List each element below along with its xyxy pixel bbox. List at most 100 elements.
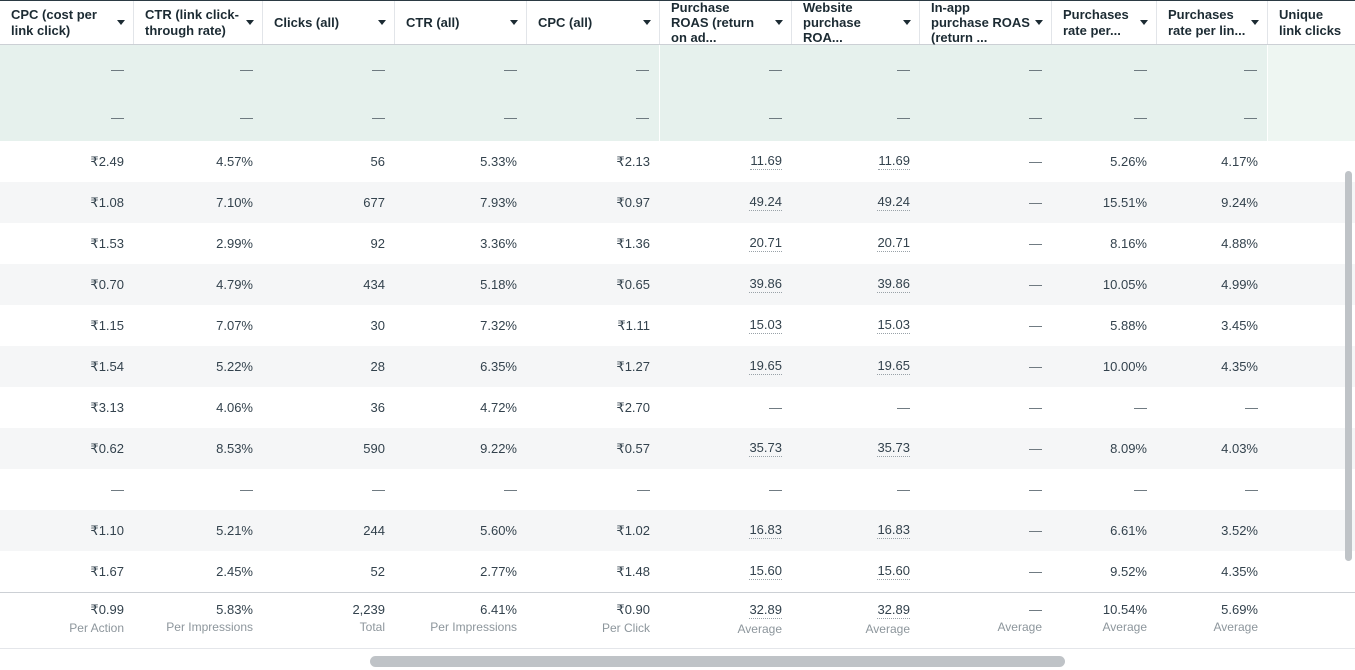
metric-value: ₹1.10 bbox=[90, 522, 124, 538]
table-cell: ₹0.62 bbox=[0, 428, 134, 469]
roas-value-tooltip-trigger[interactable]: 16.83 bbox=[749, 522, 782, 539]
header-cell-unique-link-clicks[interactable]: Unique link clicks bbox=[1268, 1, 1355, 44]
table-cell: 3.52% bbox=[1157, 510, 1268, 551]
table-row[interactable]: ₹1.53 2.99% 92 3.36% ₹1.36 20.71 20.71 — 8.16% 4.… bbox=[0, 223, 1355, 264]
empty-value-dash: — bbox=[1029, 564, 1042, 579]
table-cell: 2.45% bbox=[134, 551, 263, 592]
roas-value-tooltip-trigger[interactable]: 15.03 bbox=[877, 317, 910, 334]
table-cell: — bbox=[660, 45, 792, 93]
table-row[interactable]: ₹1.10 5.21% 244 5.60% ₹1.02 16.83 16.83 — 6.61% 3… bbox=[0, 510, 1355, 551]
table-row[interactable]: ₹1.67 2.45% 52 2.77% ₹1.48 15.60 15.60 — 9.52% 4.… bbox=[0, 551, 1355, 592]
header-cell-purchase-roas-return-on-ad[interactable]: Purchase ROAS (return on ad... bbox=[660, 1, 792, 45]
empty-value-dash: — bbox=[1029, 318, 1042, 333]
table-row[interactable]: ₹0.70 4.79% 434 5.18% ₹0.65 39.86 39.86 — 10.05%… bbox=[0, 264, 1355, 305]
table-cell: — bbox=[660, 93, 792, 141]
metric-value: ₹1.54 bbox=[90, 358, 124, 374]
empty-value-dash: — bbox=[372, 109, 385, 125]
header-cell-website-purchase-roa[interactable]: Website purchase ROA... bbox=[792, 1, 920, 45]
header-cell-cpc-all[interactable]: CPC (all) bbox=[527, 1, 660, 44]
roas-value-tooltip-trigger[interactable]: 49.24 bbox=[877, 194, 910, 211]
roas-total-tooltip-trigger[interactable]: 32.89 bbox=[749, 602, 782, 619]
roas-value-tooltip-trigger[interactable]: 19.65 bbox=[749, 358, 782, 375]
table-cell: 2.77% bbox=[395, 551, 527, 592]
roas-value-tooltip-trigger[interactable]: 19.65 bbox=[877, 358, 910, 375]
table-cell: 7.32% bbox=[395, 305, 527, 346]
table-cell: — bbox=[920, 469, 1052, 510]
roas-value-tooltip-trigger[interactable]: 39.86 bbox=[877, 276, 910, 293]
table-cell: 35.73 bbox=[792, 428, 920, 469]
header-cell-cpc-cost-per-link-click[interactable]: CPC (cost per link click) bbox=[0, 1, 134, 44]
footer-aggregation-label: Average bbox=[737, 622, 782, 636]
header-label: In-app purchase ROAS (return ... bbox=[931, 0, 1030, 46]
table-cell: — bbox=[395, 469, 527, 510]
table-cell: ₹0.97 bbox=[527, 182, 660, 223]
table-row[interactable]: — — — — — — — — — — bbox=[0, 469, 1355, 510]
table-cell: ₹0.65 bbox=[527, 264, 660, 305]
sort-caret-icon bbox=[643, 20, 651, 25]
metric-value: 2.99% bbox=[216, 236, 253, 251]
empty-value-dash: — bbox=[1029, 236, 1042, 251]
table-cell: 7.10% bbox=[134, 182, 263, 223]
horizontal-scrollbar[interactable] bbox=[370, 656, 1065, 667]
empty-value-dash: — bbox=[1029, 61, 1042, 77]
roas-value-tooltip-trigger[interactable]: 15.60 bbox=[749, 563, 782, 580]
header-cell-in-app-purchase-roas-return[interactable]: In-app purchase ROAS (return ... bbox=[920, 0, 1052, 46]
roas-value-tooltip-trigger[interactable]: 15.03 bbox=[749, 317, 782, 334]
table-cell: 4.79% bbox=[134, 264, 263, 305]
table-row[interactable]: ₹2.49 4.57% 56 5.33% ₹2.13 11.69 11.69 — 5.26% 4.… bbox=[0, 141, 1355, 182]
roas-total-tooltip-trigger[interactable]: 32.89 bbox=[877, 602, 910, 619]
empty-value-dash: — bbox=[897, 61, 910, 77]
metric-value: 2.77% bbox=[480, 564, 517, 579]
header-cell-purchases-rate-per-lin[interactable]: Purchases rate per lin... bbox=[1157, 1, 1268, 44]
footer-cell: 2,239 Total bbox=[263, 593, 395, 648]
roas-value-tooltip-trigger[interactable]: 35.73 bbox=[749, 440, 782, 457]
table-row-pending[interactable]: — — — — — — — — — — bbox=[0, 93, 1355, 141]
header-cell-purchases-rate-per[interactable]: Purchases rate per... bbox=[1052, 1, 1157, 44]
metric-value: 434 bbox=[363, 277, 385, 292]
table-cell bbox=[1268, 428, 1355, 469]
footer-aggregation-label: Average bbox=[1213, 620, 1258, 634]
table-cell: — bbox=[0, 45, 134, 93]
table-row[interactable]: ₹1.15 7.07% 30 7.32% ₹1.11 15.03 15.03 — 5.88% 3.… bbox=[0, 305, 1355, 346]
roas-value-tooltip-trigger[interactable]: 20.71 bbox=[877, 235, 910, 252]
metric-value: 4.72% bbox=[480, 400, 517, 415]
roas-value-tooltip-trigger[interactable]: 11.69 bbox=[750, 153, 782, 170]
table-row[interactable]: ₹3.13 4.06% 36 4.72% ₹2.70 — — — — — bbox=[0, 387, 1355, 428]
table-cell: 4.35% bbox=[1157, 551, 1268, 592]
vertical-scrollbar[interactable] bbox=[1345, 171, 1352, 561]
footer-cell bbox=[1268, 593, 1355, 648]
metric-value: 7.32% bbox=[480, 318, 517, 333]
metric-value: 8.16% bbox=[1110, 236, 1147, 251]
table-cell: — bbox=[920, 510, 1052, 551]
table-cell: — bbox=[792, 93, 920, 141]
roas-value-tooltip-trigger[interactable]: 15.60 bbox=[877, 563, 910, 580]
empty-value-dash: — bbox=[111, 61, 124, 77]
roas-value-tooltip-trigger[interactable]: 11.69 bbox=[878, 153, 910, 170]
table-cell: 5.18% bbox=[395, 264, 527, 305]
table-row[interactable]: ₹0.62 8.53% 590 9.22% ₹0.57 35.73 35.73 — 8.09% 4… bbox=[0, 428, 1355, 469]
table-cell: — bbox=[920, 141, 1052, 182]
metric-value: ₹2.70 bbox=[616, 399, 650, 415]
header-cell-clicks-all[interactable]: Clicks (all) bbox=[263, 1, 395, 44]
header-cell-ctr-all[interactable]: CTR (all) bbox=[395, 1, 527, 44]
footer-total-value: 6.41% bbox=[480, 602, 517, 617]
roas-value-tooltip-trigger[interactable]: 20.71 bbox=[749, 235, 782, 252]
table-row[interactable]: ₹1.54 5.22% 28 6.35% ₹1.27 19.65 19.65 — 10.00% 4… bbox=[0, 346, 1355, 387]
table-cell: ₹1.10 bbox=[0, 510, 134, 551]
header-cell-ctr-link-click-through-rate[interactable]: CTR (link click-through rate) bbox=[134, 1, 263, 44]
roas-value-tooltip-trigger[interactable]: 39.86 bbox=[749, 276, 782, 293]
table-row-pending[interactable]: — — — — — — — — — — bbox=[0, 45, 1355, 93]
metric-value: 5.60% bbox=[480, 523, 517, 538]
roas-value-tooltip-trigger[interactable]: 35.73 bbox=[877, 440, 910, 457]
table-cell: — bbox=[263, 469, 395, 510]
table-cell: — bbox=[920, 45, 1052, 93]
roas-value-tooltip-trigger[interactable]: 49.24 bbox=[749, 194, 782, 211]
table-cell: 15.03 bbox=[792, 305, 920, 346]
empty-value-dash: — bbox=[636, 109, 649, 125]
table-cell: — bbox=[920, 93, 1052, 141]
roas-value-tooltip-trigger[interactable]: 16.83 bbox=[877, 522, 910, 539]
table-cell: 28 bbox=[263, 346, 395, 387]
table-row[interactable]: ₹1.08 7.10% 677 7.93% ₹0.97 49.24 49.24 — 15.51%… bbox=[0, 182, 1355, 223]
metric-value: ₹1.11 bbox=[617, 317, 650, 333]
table-cell: — bbox=[1157, 93, 1268, 141]
